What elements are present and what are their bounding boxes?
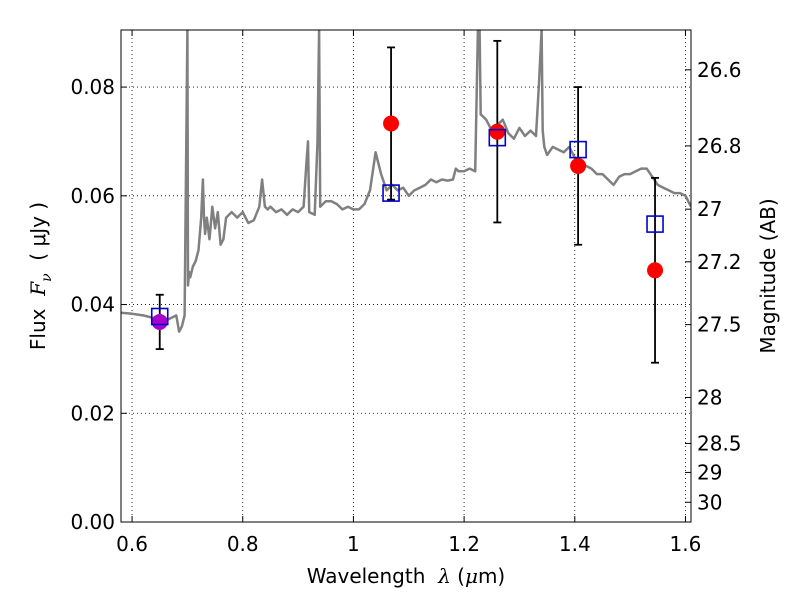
observed-points — [151, 115, 664, 330]
x-tick-label: 0.8 — [227, 532, 259, 556]
magnitude-tick-label: 30 — [697, 490, 722, 514]
plot-frame — [120, 29, 692, 523]
y-tick-label: 0.00 — [70, 510, 115, 534]
magnitude-tick-label: 28 — [697, 385, 722, 409]
observed-point — [647, 262, 664, 279]
y-tick-label: 0.06 — [70, 184, 115, 208]
y-tick-label: 0.02 — [70, 401, 115, 425]
magnitude-tick-label: 27.5 — [697, 313, 742, 337]
y-axis-label-unit: ( μJy ) — [26, 202, 50, 274]
x-tick-label: 0.6 — [116, 532, 148, 556]
observed-point — [383, 115, 400, 132]
y-axis-label: Flux Fν ( μJy ) — [26, 202, 55, 350]
magnitude-tick-label: 26.8 — [697, 134, 742, 158]
x-axis-label-open: ( — [451, 564, 465, 588]
y-axis-label-subscript: ν — [39, 273, 55, 282]
axis-ticks: 0.6 0.8 1 1.2 1.4 1.6 0.00 0.02 0.04 0.06 0.08 26.6… — [70, 30, 742, 556]
model-point — [646, 215, 664, 233]
y-tick-label: 0.08 — [70, 75, 115, 99]
y-tick-label: 0.04 — [70, 293, 115, 317]
x-tick-label: 1.4 — [559, 532, 591, 556]
x-axis-label: Wavelength λ (μm) — [307, 564, 506, 588]
magnitude-tick-label: 27.2 — [697, 250, 742, 274]
x-tick-label: 1.2 — [448, 532, 480, 556]
y-axis-label-prefix: Flux — [26, 296, 50, 350]
magnitude-tick-label: 26.6 — [697, 58, 742, 82]
x-tick-label: 1.6 — [670, 532, 702, 556]
x-axis-label-prefix: Wavelength — [307, 564, 438, 588]
observed-point — [489, 123, 506, 140]
model-point — [569, 140, 587, 159]
model-point — [488, 128, 507, 147]
x-axis-label-symbol: λ — [437, 564, 451, 588]
x-axis-label-unit-symbol: μ — [465, 564, 478, 588]
x-axis-label-unit: m) — [478, 564, 505, 588]
model-point — [382, 184, 400, 202]
right-axis-label: Magnitude (AB) — [756, 198, 780, 353]
model-point — [150, 307, 169, 326]
model-points — [150, 128, 664, 326]
observed-point — [570, 157, 587, 174]
observed-point — [151, 313, 168, 330]
y-axis-label-symbol: F — [26, 281, 50, 297]
magnitude-tick-label: 29 — [697, 460, 722, 484]
x-tick-label: 1 — [347, 532, 360, 556]
magnitude-tick-label: 27 — [697, 197, 722, 221]
magnitude-tick-label: 28.5 — [697, 431, 742, 455]
